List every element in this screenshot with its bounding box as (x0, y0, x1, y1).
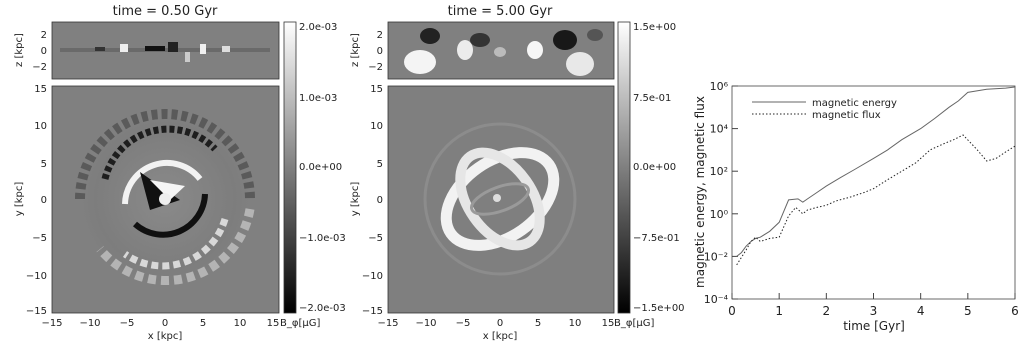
line-chart-ytick: 10⁴ (710, 123, 729, 136)
panel-1-cbar-tick: 1.0e-03 (299, 93, 337, 104)
panel-2-title: time = 5.00 Gyr (448, 4, 553, 19)
line-chart-ylabel: magnetic energy, magnetic flux (693, 96, 707, 288)
line-chart-ytick: 10⁻² (704, 250, 728, 263)
line-chart-xticks: 0 1 2 3 4 5 6 (728, 293, 1019, 318)
panel-2-face-on-map (387, 85, 615, 314)
panel-1-xticks: −15 −10 −5 0 5 10 15 (41, 318, 279, 329)
panel-1-colorbar-ticks: 2.0e-03 1.0e-03 0.0e+00 −1.0e-03 −2.0e-0… (299, 22, 346, 314)
panel-1-yticks: 15 10 5 0 −5 −10 −15 (26, 84, 47, 317)
panel-1-top-ylabel: z [kpc] (14, 33, 25, 67)
panel-1-colorbar-label: B_φ[μG] (280, 318, 320, 329)
panel-2-colorbar-label: B_φ[μG] (614, 318, 654, 329)
panel-1-xtick: 5 (200, 318, 206, 329)
line-chart-xlabel: time [Gyr] (843, 319, 905, 333)
line-chart-ytick: 10⁰ (710, 208, 729, 221)
panel-1-ytick: −15 (26, 306, 47, 317)
panel-1-spiral-texture (65, 99, 265, 299)
panel-2: time = 5.00 Gyr z [kpc] 2 0 −2 y [kpc] (350, 4, 685, 342)
panel-1-ytick: 0 (41, 195, 47, 206)
panel-1-edge-on-features (60, 42, 270, 62)
panel-2-ring-structure (423, 122, 577, 276)
panel-2-top-ytick: 2 (377, 30, 383, 41)
panel-1-xtick: −10 (79, 318, 100, 329)
panel-1-xtick: 15 (267, 318, 280, 329)
panel-1-colorbar (283, 21, 297, 314)
panel-1-cbar-tick: −1.0e-03 (299, 233, 346, 244)
panel-2-colorbar-ticks: 1.5e+00 7.5e-01 0.0e+00 −7.5e-01 −1.5e+0… (633, 22, 685, 314)
panel-1-xtick: 10 (234, 318, 247, 329)
panel-2-ytick: 10 (370, 121, 383, 132)
panel-2-cbar-tick: −1.5e+00 (633, 303, 685, 314)
line-chart-xtick: 6 (1011, 304, 1019, 318)
panel-1-xlabel: x [kpc] (148, 331, 183, 342)
panel-2-edge-on-features (404, 28, 603, 76)
panel-2-ytick: 15 (370, 84, 383, 95)
panel-2-ytick: −15 (362, 306, 383, 317)
panel-2-xtick: 5 (535, 318, 541, 329)
panel-2-xtick: −15 (377, 318, 398, 329)
panel-2-ytick: −5 (368, 233, 383, 244)
line-chart-xtick: 5 (964, 304, 972, 318)
panel-1-ytick: −5 (32, 233, 47, 244)
panel-2-ytick: 5 (377, 159, 383, 170)
panel-1-xtick: −15 (41, 318, 62, 329)
panel-2-cbar-tick: 1.5e+00 (633, 22, 676, 33)
panel-1-xtick: −5 (120, 318, 135, 329)
panel-2-top-ytick: −2 (368, 62, 383, 73)
series-line-magnetic-flux (736, 134, 1016, 266)
line-chart-series (736, 86, 1016, 266)
panel-1-cbar-tick: 0.0e+00 (299, 162, 342, 173)
line-chart-yticks: 10⁻⁴ 10⁻² 10⁰ 10² 10⁴ 10⁶ (704, 80, 738, 306)
line-chart-xtick: 1 (775, 304, 783, 318)
panel-2-top-ylabel: z [kpc] (350, 33, 361, 67)
panel-2-cbar-tick: −7.5e-01 (633, 233, 680, 244)
legend-label-magnetic-energy: magnetic energy (812, 98, 897, 109)
panel-1-title: time = 0.50 Gyr (113, 4, 218, 19)
panel-1-top-ytick: 2 (41, 30, 47, 41)
panel-1-xtick: 0 (162, 318, 168, 329)
panel-2-main-ylabel: y [kpc] (350, 182, 361, 217)
panel-2-colorbar (617, 21, 631, 314)
panel-2-ytick: −10 (362, 271, 383, 282)
panel-1-top-ytick: −2 (32, 62, 47, 73)
panel-2-xtick: −10 (415, 318, 436, 329)
line-chart-plot-area (731, 85, 1016, 300)
panel-2-cbar-tick: 0.0e+00 (633, 162, 676, 173)
panel-2-top-ytick: 0 (377, 46, 383, 57)
panel-1-ytick: 15 (34, 84, 47, 95)
panel-1-ytick: −10 (26, 271, 47, 282)
panel-2-xticks: −15 −10 −5 0 5 10 15 (377, 318, 614, 329)
panel-2-xtick: 10 (569, 318, 582, 329)
panel-1: time = 0.50 Gyr z [kpc] 2 0 −2 (14, 4, 346, 342)
panel-2-yticks: 15 10 5 0 −5 −10 −15 (362, 84, 383, 317)
panel-2-cbar-tick: 7.5e-01 (633, 93, 671, 104)
panel-1-top-ytick: 0 (41, 46, 47, 57)
panel-2-ytick: 0 (377, 195, 383, 206)
line-chart-xtick: 3 (870, 304, 878, 318)
panel-2-xtick: 0 (497, 318, 503, 329)
line-chart-xtick: 4 (917, 304, 925, 318)
line-chart-xtick: 0 (728, 304, 736, 318)
panel-1-cbar-tick: −2.0e-03 (299, 303, 346, 314)
legend-label-magnetic-flux: magnetic flux (812, 110, 881, 121)
panel-1-main-ylabel: y [kpc] (14, 182, 25, 217)
line-chart-ytick: 10⁶ (710, 80, 729, 93)
panel-1-ytick: 10 (34, 121, 47, 132)
line-chart-ytick: 10² (710, 165, 728, 178)
panel-1-ytick: 5 (41, 159, 47, 170)
panel-2-xlabel: x [kpc] (483, 331, 518, 342)
line-chart-ytick: 10⁻⁴ (704, 293, 729, 306)
panel-2-xtick: 15 (602, 318, 615, 329)
line-chart-legend: magnetic energy magnetic flux (752, 98, 897, 121)
line-chart-xtick: 2 (823, 304, 831, 318)
panel-2-xtick: −5 (456, 318, 471, 329)
panel-1-cbar-tick: 2.0e-03 (299, 22, 337, 33)
